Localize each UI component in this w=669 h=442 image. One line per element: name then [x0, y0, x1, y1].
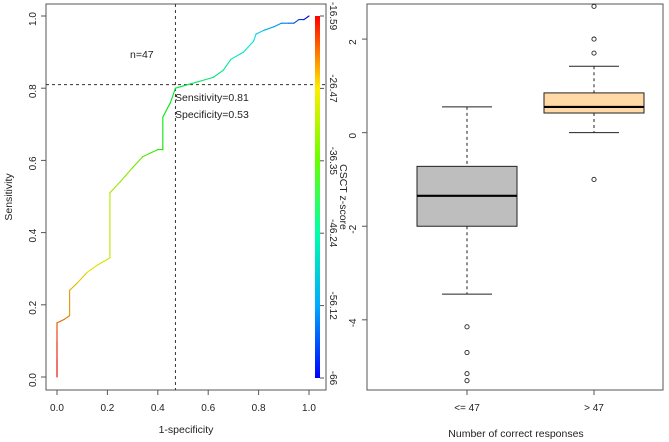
- colorbar-tick-label: -16.59: [327, 2, 338, 31]
- box-body: [543, 92, 645, 114]
- roc-curve-segment: [212, 69, 224, 78]
- roc-curve-segment: [86, 264, 98, 273]
- box-x-axis-title: Number of correct responses: [448, 428, 583, 440]
- roc-curve-segment: [64, 315, 71, 320]
- boxes: [416, 3, 645, 384]
- roc-curve-segment: [303, 15, 310, 21]
- box-y-tick-label: -4: [348, 318, 359, 327]
- roc-curve-segment: [56, 318, 66, 324]
- box-y-tick-label: 0: [348, 132, 359, 138]
- roc-curve-segment: [119, 167, 134, 183]
- outlier-point: [591, 176, 597, 183]
- box-x-axis: <= 47 > 47: [454, 390, 604, 414]
- sensitivity-label: Sensitivity=0.81: [175, 92, 249, 104]
- roc-y-axis: 0.0 0.2 0.4 0.6 0.8 1.0: [28, 12, 46, 387]
- box-y-tick-label: 2: [348, 39, 359, 45]
- roc-panel: 0.0 0.2 0.4 0.6 0.8 1.0 0.0 0.2 0.4 0.6 0.8 1.0 n=…: [3, 2, 349, 436]
- box-y-tick-label: -2: [348, 224, 359, 233]
- roc-curve-segment: [174, 84, 189, 89]
- roc-y-tick-label: 1.0: [28, 12, 39, 26]
- roc-x-axis-title: 1-specificity: [159, 424, 215, 436]
- box-plot-frame: [366, 3, 664, 391]
- roc-x-tick-label: 0.6: [201, 403, 215, 414]
- colorbar-ticks: -16.59 -26.47 -36.35 -46.24 -56.12 -66: [320, 2, 338, 386]
- roc-y-tick-label: 0.2: [28, 300, 39, 314]
- roc-x-tick-label: 0.0: [50, 403, 64, 414]
- box-x-tick-label: <= 47: [454, 403, 480, 414]
- outlier-point: [591, 3, 597, 9]
- box-y-axis: -4 -2 0 2: [348, 38, 367, 327]
- colorbar: [315, 16, 320, 378]
- colorbar-tick-label: -46.24: [327, 219, 338, 248]
- roc-curve-segment: [293, 19, 300, 24]
- roc-curve-segment: [200, 76, 214, 82]
- colorbar-tick-label: -26.47: [327, 74, 338, 103]
- roc-curve-segment: [109, 181, 121, 194]
- specificity-label: Specificity=0.53: [175, 109, 249, 121]
- roc-curve-segment: [230, 51, 245, 60]
- roc-curve-segment: [242, 40, 255, 53]
- roc-x-tick-label: 0.2: [100, 403, 114, 414]
- outlier-point: [464, 371, 470, 377]
- roc-x-axis: 0.0 0.2 0.4 0.6 0.8 1.0: [50, 390, 316, 414]
- roc-curve: [56, 15, 310, 378]
- roc-curve-segment: [255, 29, 265, 35]
- roc-curve-segment: [69, 282, 78, 291]
- roc-y-tick-label: 0.4: [28, 228, 39, 242]
- roc-y-axis-title: Sensitivity: [3, 173, 15, 221]
- box-x-tick-label: > 47: [584, 403, 604, 414]
- boxplot-panel: -4 -2 0 2 <= 47 > 47 Number of correct respo…: [348, 3, 664, 440]
- roc-curve-segment: [96, 257, 111, 266]
- n-label: n=47: [130, 49, 154, 61]
- roc-y-tick-label: 0.6: [28, 156, 39, 170]
- roc-curve-segment: [169, 87, 176, 104]
- colorbar-tick-label: -36.35: [327, 147, 338, 176]
- roc-curve-segment: [162, 102, 171, 118]
- roc-x-tick-label: 1.0: [302, 403, 316, 414]
- colorbar-tick-label: -56.12: [327, 291, 338, 320]
- roc-y-tick-label: 0.8: [28, 84, 39, 98]
- roc-curve-segment: [253, 33, 257, 42]
- roc-x-tick-label: 0.8: [252, 403, 266, 414]
- roc-y-tick-label: 0.0: [28, 373, 39, 387]
- roc-plot-frame: [45, 3, 327, 391]
- outlier-point: [591, 50, 597, 56]
- roc-x-tick-label: 0.4: [151, 403, 165, 414]
- roc-curve-segment: [273, 22, 282, 28]
- outlier-point: [464, 350, 470, 356]
- colorbar-tick-label: -66: [327, 371, 338, 386]
- roc-cutoff-guides: [46, 4, 326, 390]
- roc-curve-segment: [263, 26, 275, 31]
- roc-curve-segment: [222, 58, 232, 71]
- roc-curve-segment: [149, 149, 159, 154]
- roc-curve-segment: [76, 271, 88, 284]
- roc-curve-segment: [132, 156, 144, 169]
- outlier-point: [464, 324, 470, 330]
- outlier-point: [464, 378, 470, 384]
- roc-curve-segment: [187, 80, 202, 86]
- roc-curve-segment: [142, 152, 151, 158]
- colorbar-title: CSCT z-score: [337, 164, 349, 230]
- outlier-point: [591, 36, 597, 42]
